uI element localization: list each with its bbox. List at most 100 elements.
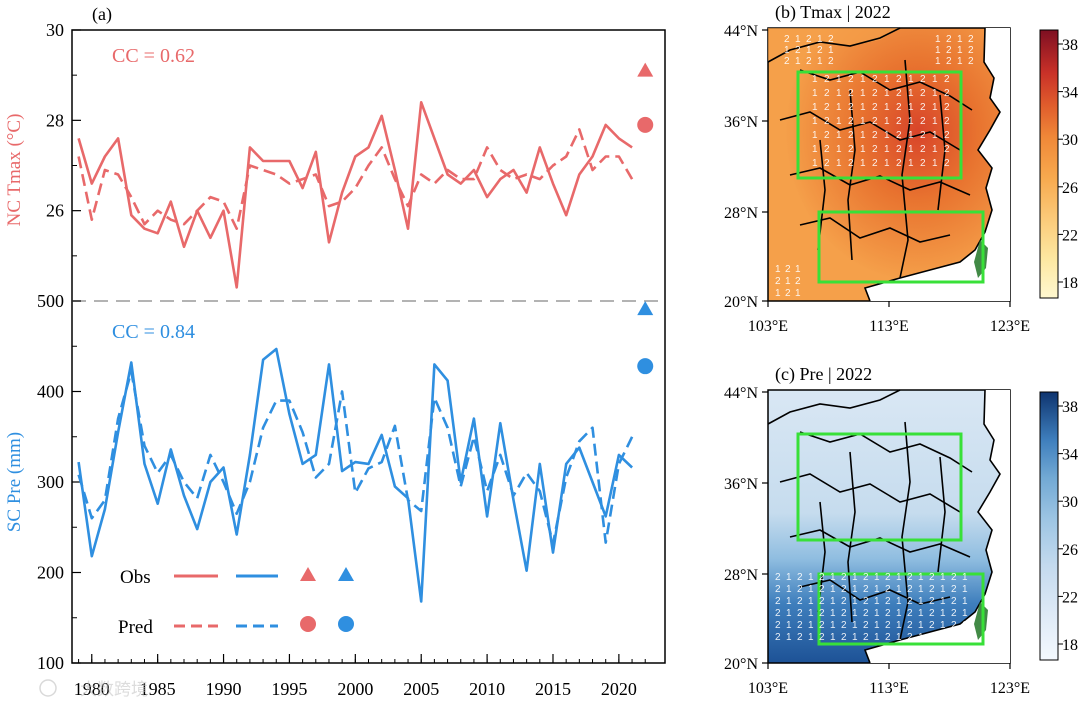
colorbar-tick-label: 26 bbox=[1062, 542, 1078, 559]
x-tick-label: 2010 bbox=[469, 679, 505, 699]
stipple-mark: 1 bbox=[836, 158, 842, 169]
stipple-mark: 2 bbox=[872, 130, 878, 141]
colorbar-tick-label: 18 bbox=[1062, 275, 1078, 292]
stipple-mark: 1 bbox=[884, 116, 890, 127]
stipple-mark: 2 bbox=[824, 158, 830, 169]
panel-a-frame bbox=[71, 29, 666, 664]
bottom-y-tick-label: 100 bbox=[37, 653, 64, 673]
stipple-mark: 2 bbox=[795, 276, 801, 287]
stipple-mark: 1 bbox=[932, 144, 938, 155]
stipple-mark: 2 bbox=[896, 116, 902, 127]
panel-c-title: (c) Pre | 2022 bbox=[775, 364, 872, 385]
stipple-mark: 1 bbox=[874, 572, 880, 583]
panel-c-pre-map: (c) Pre | 2022 2 1 2 1 2 1 2 1 2 1 2 1 2 1 2 1 2 12 1 2 1 2 1 2… bbox=[724, 364, 1078, 697]
stipple-mark: 1 bbox=[932, 102, 938, 113]
stipple-mark: 1 bbox=[852, 572, 858, 583]
stipple-mark: 2 bbox=[951, 596, 957, 607]
stipple-mark: 2 bbox=[896, 130, 902, 141]
stipple-mark: 2 bbox=[885, 596, 891, 607]
stipple-mark: 2 bbox=[819, 608, 825, 619]
stipple-mark: 1 bbox=[812, 102, 818, 113]
map-c-sc-box bbox=[817, 572, 985, 646]
bottom-pred-2022-marker bbox=[637, 358, 654, 375]
legend-pred-red-circle bbox=[300, 616, 316, 632]
stipple-mark: 1 bbox=[812, 74, 818, 85]
panel-a-axes bbox=[71, 29, 666, 664]
watermark-text: 大数跨境 bbox=[80, 680, 148, 699]
lat-tick-label: 20°N bbox=[724, 656, 758, 673]
legend-obs-label: Obs bbox=[120, 567, 151, 588]
legend-pred-label: Pred bbox=[118, 617, 153, 638]
stipple-mark: 1 bbox=[786, 572, 792, 583]
stipple-mark: 2 bbox=[907, 584, 913, 595]
lon-tick-label: 113°E bbox=[869, 318, 909, 335]
stipple-mark: 2 bbox=[946, 34, 952, 45]
bottom-obs-line bbox=[77, 347, 633, 603]
stipple-mark: 2 bbox=[951, 572, 957, 583]
stipple-mark: 2 bbox=[841, 584, 847, 595]
stipple-mark: 2 bbox=[841, 608, 847, 619]
panel-b-tmax-map: (b) Tmax | 2022 2 1 2 1 21 2 1 2 12 1 2 1 21 2 1 21 2 1 21… bbox=[724, 2, 1078, 335]
stipple-mark: 2 bbox=[872, 116, 878, 127]
legend-pred-blue-circle bbox=[338, 616, 354, 632]
stipple-mark: 2 bbox=[920, 116, 926, 127]
stipple-mark: 1 bbox=[828, 45, 834, 56]
stipple-mark: 2 bbox=[824, 102, 830, 113]
stipple-mark: 2 bbox=[785, 288, 791, 299]
stipple-mark: 2 bbox=[797, 608, 803, 619]
colorbar-tick-label: 22 bbox=[1062, 589, 1078, 606]
colorbar-tick-label: 30 bbox=[1062, 132, 1078, 149]
x-tick-label: 2020 bbox=[601, 679, 637, 699]
map-b-axis-labels: 44°N 36°N 28°N 20°N 103°E 113°E 123°E bbox=[724, 23, 1030, 335]
stipple-mark: 2 bbox=[920, 144, 926, 155]
panel-b-title: (b) Tmax | 2022 bbox=[775, 2, 891, 23]
map-c-sea bbox=[865, 390, 1010, 663]
stipple-mark: 1 bbox=[932, 88, 938, 99]
stipple-mark: 1 bbox=[908, 144, 914, 155]
stipple-mark: 2 bbox=[824, 130, 830, 141]
stipple-mark: 1 bbox=[808, 596, 814, 607]
panel-a-2022-markers bbox=[637, 62, 654, 375]
stipple-mark: 1 bbox=[830, 620, 836, 631]
stipple-mark: 1 bbox=[932, 74, 938, 85]
stipple-mark: 1 bbox=[852, 584, 858, 595]
stipple-mark: 2 bbox=[885, 632, 891, 643]
stipple-mark: 2 bbox=[896, 88, 902, 99]
bottom-y-tick-label: 400 bbox=[37, 382, 64, 402]
stipple-mark: 1 bbox=[812, 130, 818, 141]
stipple-mark: 1 bbox=[775, 264, 781, 275]
stipple-mark: 2 bbox=[775, 620, 781, 631]
x-tick-label: 1980 bbox=[74, 679, 110, 699]
colorbar-tick-label: 38 bbox=[1062, 399, 1078, 416]
stipple-mark: 1 bbox=[908, 116, 914, 127]
stipple-mark: 1 bbox=[896, 620, 902, 631]
stipple-mark: 2 bbox=[819, 596, 825, 607]
stipple-mark: 2 bbox=[819, 572, 825, 583]
stipple-mark: 1 bbox=[957, 56, 963, 67]
stipple-mark: 1 bbox=[785, 276, 791, 287]
map-b-nc-box bbox=[796, 70, 963, 180]
stipple-mark: 2 bbox=[797, 596, 803, 607]
stipple-mark: 2 bbox=[824, 74, 830, 85]
stipple-mark: 1 bbox=[812, 158, 818, 169]
stipple-mark: 2 bbox=[775, 596, 781, 607]
stipple-mark: 1 bbox=[836, 144, 842, 155]
stipple-mark: 1 bbox=[932, 158, 938, 169]
stipple-mark: 2 bbox=[944, 158, 950, 169]
stipple-mark: 2 bbox=[872, 74, 878, 85]
stipple-mark: 2 bbox=[797, 584, 803, 595]
lat-tick-label: 28°N bbox=[724, 567, 758, 584]
stipple-mark: 2 bbox=[848, 130, 854, 141]
stipple-mark: 2 bbox=[946, 56, 952, 67]
stipple-mark: 1 bbox=[784, 45, 790, 56]
stipple-mark: 1 bbox=[884, 130, 890, 141]
stipple-mark: 2 bbox=[951, 584, 957, 595]
stipple-mark: 2 bbox=[863, 584, 869, 595]
stipple-mark: 2 bbox=[907, 620, 913, 631]
stipple-mark: 2 bbox=[784, 56, 790, 67]
stipple-mark: 1 bbox=[935, 34, 941, 45]
stipple-mark: 2 bbox=[929, 632, 935, 643]
stipple-mark: 1 bbox=[860, 74, 866, 85]
stipple-mark: 2 bbox=[785, 264, 791, 275]
